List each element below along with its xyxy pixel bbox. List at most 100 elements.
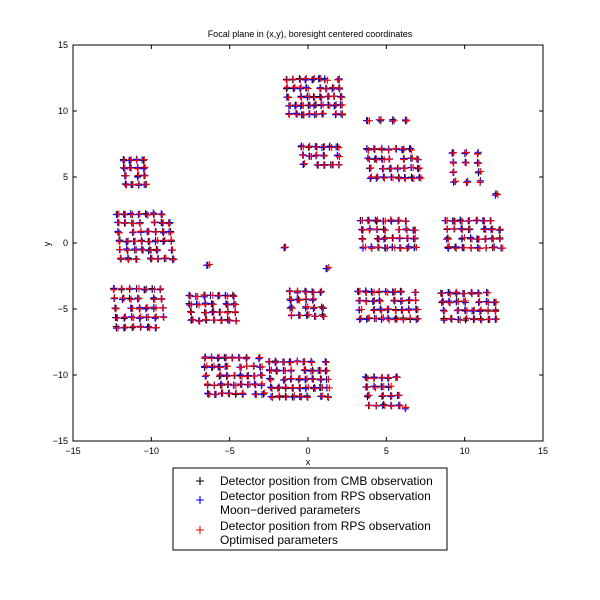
rps-moon-detector-point [290, 84, 298, 92]
rps-optimised-detector-point [496, 235, 504, 243]
rps-optimised-detector-point [224, 362, 232, 370]
legend-marker-1 [196, 477, 204, 485]
y-tick-label: −15 [53, 436, 68, 446]
rps-optimised-detector-point [373, 401, 381, 409]
rps-optimised-detector-point [446, 299, 454, 307]
rps-moon-detector-point [439, 297, 447, 305]
x-tick-label: −15 [65, 446, 80, 456]
rps-optimised-detector-point [216, 308, 224, 316]
rps-optimised-detector-point [371, 145, 379, 153]
cmb-detector-point [363, 393, 371, 401]
rps-optimised-detector-point [152, 324, 160, 332]
rps-optimised-detector-point [477, 167, 485, 175]
rps-optimised-detector-point [117, 254, 125, 262]
rps-moon-detector-point [242, 355, 250, 363]
rps-optimised-detector-point [323, 76, 331, 84]
rps-optimised-detector-point [203, 380, 211, 388]
rps-optimised-detector-point [231, 308, 239, 316]
rps-optimised-detector-point [391, 296, 399, 304]
rps-optimised-detector-point [319, 392, 327, 400]
rps-optimised-detector-point [325, 384, 333, 392]
rps-optimised-detector-point [392, 306, 400, 314]
rps-optimised-detector-point [363, 298, 371, 306]
rps-optimised-detector-point [387, 165, 395, 173]
rps-moon-detector-point [364, 154, 372, 162]
rps-optimised-detector-point [130, 323, 138, 331]
rps-optimised-detector-point [301, 366, 309, 374]
rps-optimised-detector-point [320, 312, 328, 320]
rps-moon-detector-point [251, 380, 259, 388]
rps-optimised-detector-point [282, 383, 290, 391]
rps-optimised-detector-point [239, 389, 247, 397]
rps-optimised-detector-point [323, 358, 331, 366]
rps-optimised-detector-point [492, 298, 500, 306]
rps-optimised-detector-point [325, 393, 333, 401]
rps-optimised-detector-point [398, 296, 406, 304]
rps-moon-detector-point [319, 110, 327, 118]
rps-optimised-detector-point [226, 390, 234, 398]
rps-moon-detector-point [166, 219, 174, 227]
rps-moon-detector-point [384, 314, 392, 322]
rps-optimised-detector-point [458, 217, 466, 225]
y-axis-label: y [42, 241, 52, 246]
rps-optimised-detector-point [484, 289, 492, 297]
rps-moon-detector-point [398, 306, 406, 314]
rps-optimised-detector-point [243, 354, 251, 362]
rps-optimised-detector-point [450, 159, 458, 167]
rps-optimised-detector-point [232, 300, 240, 308]
rps-moon-detector-point [151, 314, 159, 322]
legend-box [172, 467, 448, 551]
rps-optimised-detector-point [129, 304, 137, 312]
rps-moon-detector-point [367, 243, 375, 251]
rps-optimised-detector-point [482, 235, 490, 243]
cmb-detector-point [139, 156, 147, 164]
rps-moon-detector-point [387, 173, 395, 181]
rps-moon-detector-point [405, 243, 413, 251]
rps-moon-detector-point [114, 227, 122, 235]
rps-optimised-detector-point [336, 84, 344, 92]
cmb-detector-point [362, 374, 370, 382]
rps-moon-detector-point [400, 174, 408, 182]
rps-optimised-detector-point [330, 92, 338, 100]
rps-optimised-detector-point [129, 220, 137, 228]
rps-moon-detector-point [475, 299, 483, 307]
rps-moon-detector-point [165, 228, 173, 236]
rps-optimised-detector-point [409, 164, 417, 172]
rps-optimised-detector-point [116, 229, 124, 237]
rps-moon-detector-point [452, 289, 460, 297]
rps-optimised-detector-point [463, 314, 471, 322]
rps-optimised-detector-point [494, 191, 502, 199]
legend-label-2: Detector position from RPS observation [220, 489, 431, 503]
rps-optimised-detector-point [285, 94, 293, 102]
rps-optimised-detector-point [476, 298, 484, 306]
rps-optimised-detector-point [401, 164, 409, 172]
rps-optimised-detector-point [411, 226, 419, 234]
rps-optimised-detector-point [216, 363, 224, 371]
rps-moon-detector-point [266, 374, 274, 382]
rps-optimised-detector-point [302, 295, 310, 303]
rps-optimised-detector-point [210, 381, 218, 389]
rps-optimised-detector-point [408, 146, 416, 154]
rps-optimised-detector-point [152, 228, 160, 236]
rps-optimised-detector-point [287, 295, 295, 303]
rps-optimised-detector-point [389, 234, 397, 242]
rps-optimised-detector-point [385, 146, 393, 154]
rps-optimised-detector-point [285, 111, 293, 119]
rps-moon-detector-point [402, 225, 410, 233]
rps-optimised-detector-point [133, 156, 141, 164]
rps-moon-detector-point [410, 235, 418, 243]
rps-moon-detector-point [214, 354, 222, 362]
rps-optimised-detector-point [325, 375, 333, 383]
rps-optimised-detector-point [266, 358, 274, 366]
rps-optimised-detector-point [110, 286, 118, 294]
rps-optimised-detector-point [499, 244, 507, 252]
rps-moon-detector-point [235, 353, 243, 361]
rps-optimised-detector-point [116, 238, 124, 246]
rps-moon-detector-point [302, 287, 310, 295]
cmb-detector-point [223, 300, 231, 308]
marker-layer [110, 74, 507, 413]
rps-moon-detector-point [321, 358, 329, 366]
rps-optimised-detector-point [453, 288, 461, 296]
rps-optimised-detector-point [475, 235, 483, 243]
